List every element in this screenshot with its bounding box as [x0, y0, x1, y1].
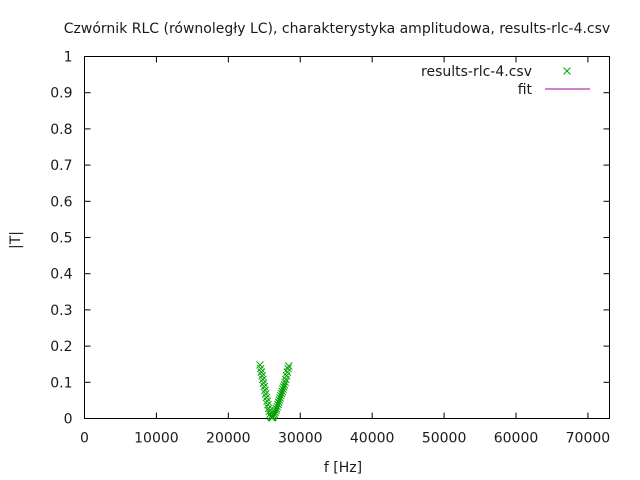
data-point — [276, 394, 284, 402]
x-tick-label: 20000 — [206, 431, 251, 447]
y-tick-label: 0.6 — [50, 194, 72, 210]
x-tick-label: 60000 — [494, 431, 539, 447]
x-axis-label: f [Hz] — [324, 460, 362, 476]
y-tick-label: 0.8 — [50, 122, 72, 138]
data-point — [277, 389, 286, 398]
data-point — [275, 396, 284, 404]
data-point — [273, 402, 282, 411]
x-tick-label: 0 — [80, 431, 89, 447]
data-point — [279, 383, 288, 391]
x-tick-label: 70000 — [566, 431, 611, 447]
y-tick-label: 0.1 — [50, 375, 72, 391]
x-tick-label: 40000 — [350, 431, 395, 447]
series-points — [256, 361, 293, 422]
data-point — [278, 387, 287, 396]
data-point — [274, 398, 283, 407]
axis-ticks: 0 10000 20000 30000 40000 50000 60000 70000 0 0.1… — [50, 50, 610, 447]
legend-label-fit: fit — [518, 82, 533, 98]
legend-marker-x — [563, 67, 571, 75]
data-point — [271, 406, 280, 415]
x-tick-label: 30000 — [278, 431, 323, 447]
y-tick-label: 0.5 — [50, 231, 72, 247]
legend: results-rlc-4.csv fit — [421, 64, 590, 98]
data-point — [279, 385, 287, 394]
y-axis-label: |T| — [8, 231, 24, 249]
data-point — [284, 362, 293, 370]
x-tick-label: 10000 — [134, 431, 179, 447]
data-point — [284, 364, 292, 373]
y-tick-label: 0 — [64, 412, 73, 428]
y-tick-label: 0.2 — [50, 339, 72, 355]
chart-title: Czwórnik RLC (równoległy LC), charaktery… — [64, 21, 610, 37]
y-tick-label: 0.4 — [50, 267, 72, 283]
data-point — [274, 400, 282, 409]
legend-marker-glyph — [563, 67, 571, 75]
y-tick-label: 0.7 — [50, 158, 72, 174]
y-tick-label: 1 — [64, 50, 73, 66]
x-tick-label: 50000 — [422, 431, 467, 447]
data-point — [276, 391, 285, 400]
y-tick-label: 0.9 — [50, 86, 72, 102]
plot-frame — [84, 56, 610, 419]
data-point — [272, 404, 281, 413]
legend-label-data: results-rlc-4.csv — [421, 64, 532, 80]
y-tick-label: 0.3 — [50, 303, 72, 319]
data-point — [281, 378, 290, 387]
